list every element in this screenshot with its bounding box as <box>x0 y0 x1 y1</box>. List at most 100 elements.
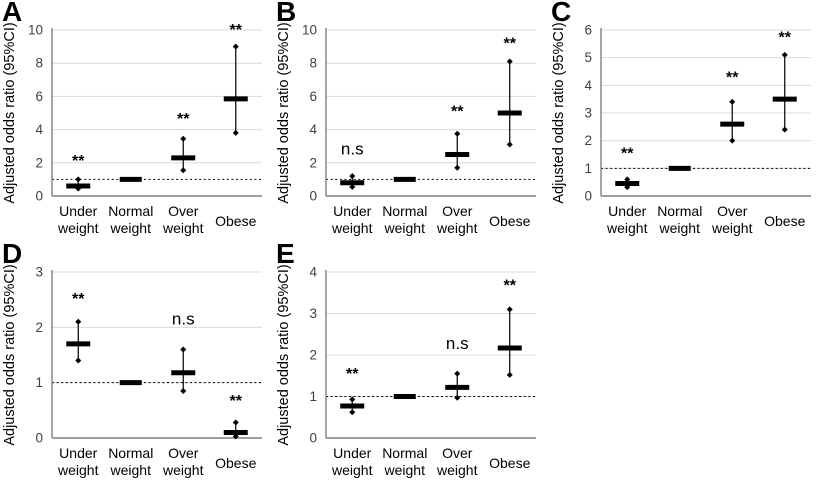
ci-cap-marker <box>454 370 461 377</box>
panel-b-label: B <box>276 0 297 27</box>
ci-cap-marker <box>506 306 513 313</box>
ci-cap-marker <box>506 371 513 378</box>
y-tick-label: 10 <box>302 23 317 38</box>
category-label: Over <box>442 445 473 461</box>
significance-label: ** <box>346 366 359 383</box>
odds-ratio-chart-a: 0246810**UnderweightNormalweight**Overwe… <box>2 22 262 236</box>
category-label: weight <box>331 462 373 478</box>
significance-label: ** <box>451 103 464 120</box>
category-label: weight <box>606 220 648 236</box>
category-label: weight <box>57 462 99 478</box>
category-label: Over <box>168 445 199 461</box>
significance-label: n.s <box>446 334 469 353</box>
category-label: weight <box>384 220 426 236</box>
ci-cap-marker <box>349 396 356 403</box>
ci-cap-marker <box>75 318 82 325</box>
category-label: weight <box>110 462 152 478</box>
y-tick-label: 1 <box>35 375 43 390</box>
category-label: Normal <box>657 203 702 219</box>
category-label: Normal <box>382 203 427 219</box>
significance-label: n.s <box>172 310 195 329</box>
significance-label: ** <box>726 70 739 87</box>
category-label: weight <box>162 220 204 236</box>
y-tick-label: 0 <box>35 189 43 204</box>
y-tick-label: 2 <box>35 320 43 335</box>
ci-cap-marker <box>729 137 736 144</box>
y-tick-label: 4 <box>309 265 317 280</box>
category-label: Under <box>59 445 97 461</box>
category-label: weight <box>331 220 373 236</box>
category-label: Under <box>59 203 97 219</box>
category-label: weight <box>436 462 478 478</box>
category-label: Under <box>333 445 371 461</box>
ci-cap-marker <box>349 173 356 180</box>
category-label: Over <box>442 203 473 219</box>
category-label: Obese <box>215 455 256 471</box>
panel-a: A 0 2 4 6 8 10 ** Under weight Normal weight ** Over… <box>0 0 275 240</box>
y-axis-title: Adjusted odds ratio (95%CI) <box>551 22 567 203</box>
y-tick-label: 4 <box>35 122 43 137</box>
ci-cap-marker <box>180 387 187 394</box>
ci-cap-marker <box>180 167 187 174</box>
significance-label: ** <box>230 393 243 410</box>
y-tick-label: 0 <box>309 431 317 446</box>
category-label: Obese <box>489 455 530 471</box>
ci-cap-marker <box>454 394 461 401</box>
ci-cap-marker <box>232 43 239 50</box>
y-tick-label: 6 <box>309 89 317 104</box>
ci-cap-marker <box>781 126 788 133</box>
ci-cap-marker <box>180 135 187 142</box>
category-label: weight <box>384 462 426 478</box>
category-label: Normal <box>382 445 427 461</box>
significance-label: ** <box>504 278 517 295</box>
y-tick-label: 8 <box>35 56 43 71</box>
category-label: weight <box>110 220 152 236</box>
ci-cap-marker <box>729 98 736 105</box>
category-label: weight <box>436 220 478 236</box>
y-axis-title: Adjusted odds ratio (95%CI) <box>276 22 292 203</box>
significance-label: ** <box>779 29 792 46</box>
y-tick-label: 4 <box>309 122 317 137</box>
ci-cap-marker <box>232 419 239 426</box>
category-label: weight <box>162 462 204 478</box>
panel-d: D 0 1 2 3 ** Under weight Normal weight n.s Over we… <box>0 238 275 482</box>
y-tick-label: 4 <box>584 78 592 93</box>
y-axis-title: Adjusted odds ratio (95%CI) <box>276 264 292 445</box>
y-tick-label: 10 <box>28 23 43 38</box>
panel-c: C 0 1 2 3 4 5 6 ** Under weight Normal weight ** Over… <box>549 0 824 240</box>
ci-cap-marker <box>349 183 356 190</box>
y-tick-label: 6 <box>35 89 43 104</box>
category-label: Normal <box>108 203 153 219</box>
panel-c-label: C <box>551 0 572 27</box>
category-label: weight <box>659 220 701 236</box>
significance-label: n.s <box>341 140 364 159</box>
ci-cap-marker <box>781 51 788 58</box>
y-tick-label: 3 <box>309 306 317 321</box>
y-tick-label: 2 <box>309 348 317 363</box>
ci-cap-marker <box>232 129 239 136</box>
odds-ratio-chart-d: 0123**UnderweightNormalweightn.sOverweig… <box>2 264 262 478</box>
category-label: Obese <box>764 213 805 229</box>
category-label: weight <box>711 220 753 236</box>
ci-cap-marker <box>506 58 513 65</box>
y-tick-label: 0 <box>309 189 317 204</box>
y-tick-label: 3 <box>35 265 43 280</box>
category-label: Over <box>168 203 199 219</box>
y-tick-label: 1 <box>584 161 592 176</box>
y-tick-label: 3 <box>584 106 592 121</box>
odds-ratio-chart-e: 01234**UnderweightNormalweightn.sOverwei… <box>276 264 536 478</box>
significance-label: ** <box>621 146 634 163</box>
ci-cap-marker <box>75 176 82 183</box>
significance-label: ** <box>177 111 190 128</box>
panel-a-label: A <box>2 0 23 27</box>
significance-label: ** <box>504 35 517 52</box>
category-label: Under <box>608 203 646 219</box>
ci-cap-marker <box>624 176 631 183</box>
odds-ratio-chart-c: 0123456**UnderweightNormalweight**Overwe… <box>551 22 811 236</box>
y-tick-label: 2 <box>584 133 592 148</box>
y-tick-label: 2 <box>309 155 317 170</box>
y-tick-label: 8 <box>309 56 317 71</box>
y-tick-label: 6 <box>584 23 592 38</box>
significance-label: ** <box>72 291 85 308</box>
category-label: Obese <box>215 213 256 229</box>
